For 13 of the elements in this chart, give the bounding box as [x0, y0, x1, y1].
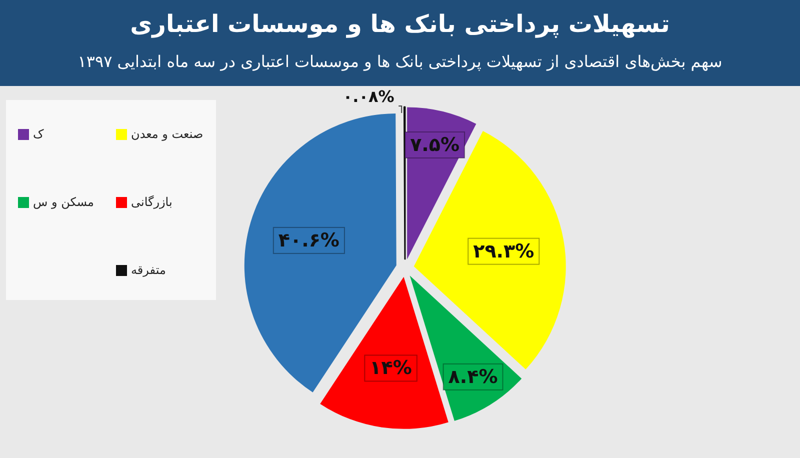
legend-label: صنعت و معدن	[131, 127, 204, 141]
data-label: ۱۴%	[370, 357, 412, 380]
chart-subtitle: سهم بخش‌های اقتصادی از تسهیلات پرداختی بانک ها و موسسات اعتباری در سه ماه ابتدایی ۱۳۹۷	[76, 52, 724, 71]
data-label: ۴۰.۶%	[278, 229, 340, 252]
legend-label: بازرگانی	[131, 195, 172, 209]
chart-title: تسهیلات پرداختی بانک ها و موسسات اعتباری	[129, 10, 671, 38]
data-label: ۸.۴%	[448, 366, 498, 388]
legend-label: متفرقه	[131, 263, 166, 277]
legend-label: مسکن و س	[33, 195, 94, 209]
data-label: ۰.۰۸%	[342, 87, 394, 106]
data-label: ۲۹.۳%	[473, 240, 534, 262]
legend-label: ک	[33, 127, 44, 141]
data-label: ۷.۵%	[410, 134, 460, 156]
